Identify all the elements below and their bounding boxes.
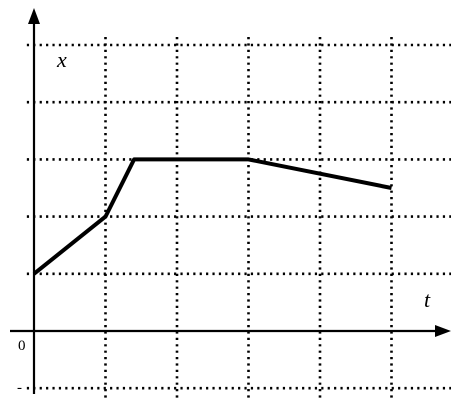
x-axis-label: t <box>424 287 431 312</box>
origin-label: 0 <box>18 338 26 354</box>
y-axis-label: x <box>56 47 67 72</box>
y-axis-arrow <box>28 8 40 24</box>
axis-layer <box>10 8 451 394</box>
x-axis-arrow <box>435 325 451 337</box>
grid-layer <box>26 37 451 401</box>
series-line <box>32 157 392 276</box>
series-layer <box>32 157 392 276</box>
negative-tick-label: - <box>17 380 22 396</box>
